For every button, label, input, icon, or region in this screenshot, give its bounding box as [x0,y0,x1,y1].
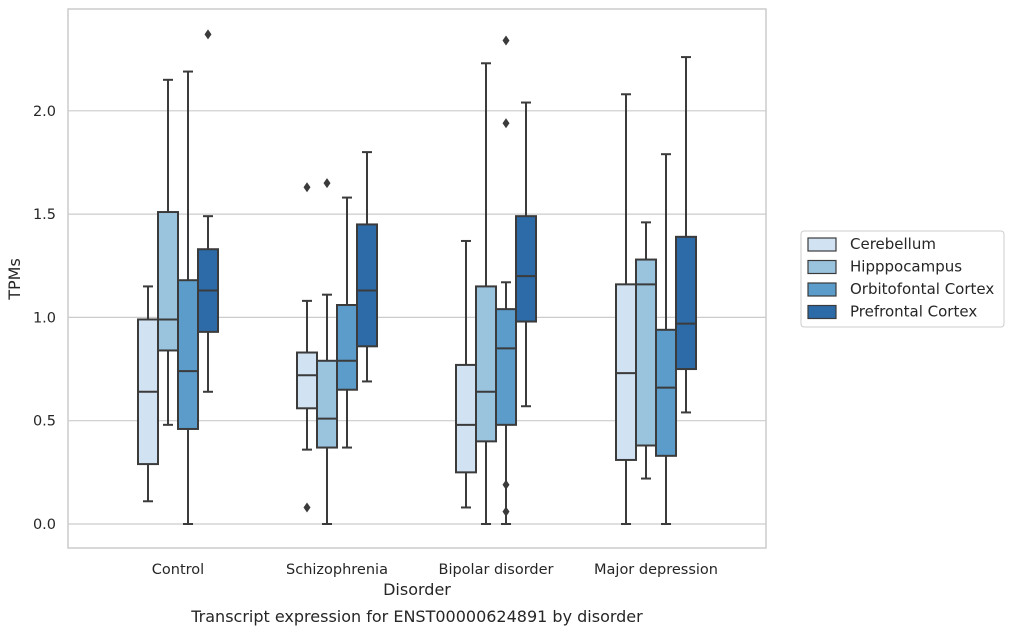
iqr-box [475,285,497,443]
iqr-box [495,308,517,426]
outlier-point [323,178,331,189]
outlier-point [502,35,510,46]
iqr-box [675,235,697,371]
box-orbitofontal-cortex [655,153,677,525]
legend-frame [800,230,1005,328]
y-axis-ticks: 0.0 0.5 1.0 1.5 2.0 [33,104,56,533]
legend-swatch [807,259,837,275]
box-orbitofontal-cortex [177,70,199,525]
x-axis-ticks: Control Schizophrenia Bipolar disorder Majo… [152,562,718,578]
iqr-box [157,211,179,352]
outlier-point [303,182,311,193]
iqr-box [515,215,537,323]
chart-caption: Transcript expression for ENST0000062489… [190,607,643,626]
iqr-box [615,283,637,461]
x-tick-label: Bipolar disorder [439,562,554,578]
iqr-box [635,258,657,447]
x-axis-label: Disorder [383,580,451,599]
iqr-box [336,304,358,391]
y-axis-label: TPMs [5,258,24,301]
box-hipppocampus [635,221,657,480]
y-tick-label: 0.5 [33,414,56,430]
legend: Cerebellum Hipppocampus Orbitofontal Corte… [800,230,1005,328]
outlier-point [502,506,510,517]
legend-label: Orbitofontal Cortex [850,280,994,298]
box-prefrontal-cortex [356,151,378,383]
outlier-point [204,29,212,40]
outlier-point [502,118,510,129]
box-cerebellum [615,93,637,525]
outlier-point [303,502,311,513]
box-cerebellum [296,182,318,513]
box-orbitofontal-cortex [336,196,358,449]
legend-swatch [807,304,837,320]
iqr-box [177,279,199,430]
box-prefrontal-cortex [197,29,219,393]
box-prefrontal-cortex [515,101,537,408]
box-prefrontal-cortex [675,56,697,414]
y-tick-label: 1.0 [33,310,56,326]
y-tick-label: 2.0 [33,104,56,120]
iqr-box [455,363,477,474]
x-tick-label: Schizophrenia [286,562,388,578]
box-cerebellum [455,239,477,509]
legend-swatch [807,282,837,297]
box-cerebellum [137,285,159,503]
box-plot-series [137,29,697,525]
legend-label: Hipppocampus [850,258,962,276]
box-hipppocampus [475,62,497,525]
plot-frame [67,8,767,549]
x-tick-label: Control [152,562,204,578]
y-tick-label: 0.0 [33,517,56,533]
legend-label: Cerebellum [850,235,936,253]
iqr-box [655,328,677,457]
iqr-box [296,351,318,410]
iqr-box [356,223,378,348]
legend-label: Prefrontal Cortex [850,303,977,321]
box-hipppocampus [157,78,179,426]
legend-swatch [807,237,837,252]
box-hipppocampus [316,178,338,525]
y-tick-label: 1.5 [33,207,56,223]
x-tick-label: Major depression [594,562,718,578]
iqr-box [316,359,338,449]
outlier-point [502,479,510,490]
box-orbitofontal-cortex [495,35,517,525]
